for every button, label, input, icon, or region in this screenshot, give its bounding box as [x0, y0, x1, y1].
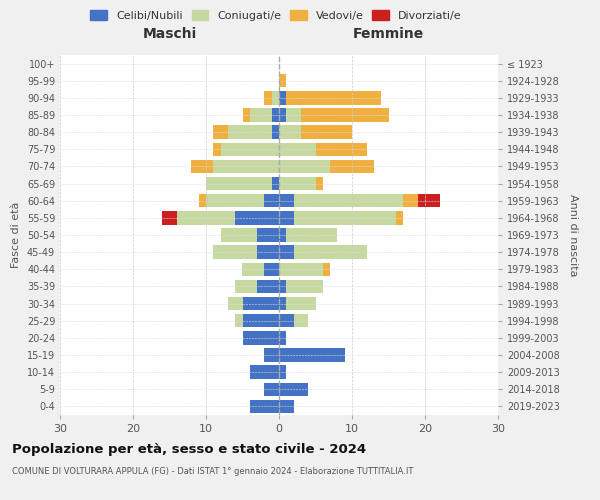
Bar	[279, 348, 344, 362]
Bar	[272, 177, 279, 190]
Bar	[286, 108, 301, 122]
Bar	[221, 228, 257, 241]
Bar	[272, 126, 279, 139]
Bar	[286, 91, 381, 104]
Legend: Celibi/Nubili, Coniugati/e, Vedovi/e, Divorziati/e: Celibi/Nubili, Coniugati/e, Vedovi/e, Di…	[88, 8, 464, 24]
Bar	[257, 228, 279, 241]
Bar	[418, 194, 440, 207]
Bar	[242, 108, 250, 122]
Bar	[265, 91, 272, 104]
Bar	[242, 262, 265, 276]
Bar	[235, 280, 257, 293]
Bar	[279, 297, 286, 310]
Bar	[279, 177, 316, 190]
Bar	[228, 297, 242, 310]
Bar	[242, 314, 279, 328]
Bar	[330, 160, 374, 173]
Bar	[162, 211, 177, 224]
Bar	[250, 400, 279, 413]
Bar	[206, 194, 265, 207]
Bar	[206, 177, 272, 190]
Bar	[301, 108, 389, 122]
Bar	[279, 280, 286, 293]
Bar	[250, 366, 279, 379]
Bar	[279, 211, 293, 224]
Bar	[293, 314, 308, 328]
Bar	[265, 194, 279, 207]
Bar	[279, 228, 286, 241]
Bar	[250, 108, 272, 122]
Bar	[279, 366, 286, 379]
Bar	[242, 297, 279, 310]
Text: Femmine: Femmine	[353, 28, 424, 42]
Bar	[265, 348, 279, 362]
Bar	[228, 126, 272, 139]
Text: Popolazione per età, sesso e stato civile - 2024: Popolazione per età, sesso e stato civil…	[12, 442, 366, 456]
Bar	[316, 142, 367, 156]
Bar	[286, 280, 323, 293]
Bar	[279, 194, 293, 207]
Bar	[396, 211, 403, 224]
Y-axis label: Anni di nascita: Anni di nascita	[568, 194, 578, 276]
Bar	[279, 246, 293, 259]
Text: COMUNE DI VOLTURARA APPULA (FG) - Dati ISTAT 1° gennaio 2024 - Elaborazione TUTT: COMUNE DI VOLTURARA APPULA (FG) - Dati I…	[12, 468, 413, 476]
Bar	[279, 108, 286, 122]
Text: Maschi: Maschi	[142, 28, 197, 42]
Bar	[242, 331, 279, 344]
Bar	[235, 314, 242, 328]
Bar	[214, 126, 228, 139]
Bar	[272, 91, 279, 104]
Bar	[177, 211, 235, 224]
Bar	[214, 142, 221, 156]
Bar	[301, 126, 352, 139]
Bar	[191, 160, 214, 173]
Bar	[279, 74, 286, 88]
Bar	[257, 246, 279, 259]
Bar	[279, 314, 293, 328]
Bar	[279, 382, 308, 396]
Bar	[293, 211, 396, 224]
Bar	[257, 280, 279, 293]
Y-axis label: Fasce di età: Fasce di età	[11, 202, 21, 268]
Bar	[214, 246, 257, 259]
Bar	[279, 91, 286, 104]
Bar	[279, 262, 323, 276]
Bar	[265, 262, 279, 276]
Bar	[286, 228, 337, 241]
Bar	[293, 194, 403, 207]
Bar	[265, 382, 279, 396]
Bar	[316, 177, 323, 190]
Bar	[272, 108, 279, 122]
Bar	[279, 160, 330, 173]
Bar	[293, 246, 367, 259]
Bar	[199, 194, 206, 207]
Bar	[235, 211, 279, 224]
Bar	[279, 142, 316, 156]
Bar	[286, 297, 316, 310]
Bar	[403, 194, 418, 207]
Bar	[323, 262, 330, 276]
Bar	[279, 331, 286, 344]
Bar	[279, 400, 293, 413]
Bar	[214, 160, 279, 173]
Bar	[279, 126, 301, 139]
Bar	[221, 142, 279, 156]
